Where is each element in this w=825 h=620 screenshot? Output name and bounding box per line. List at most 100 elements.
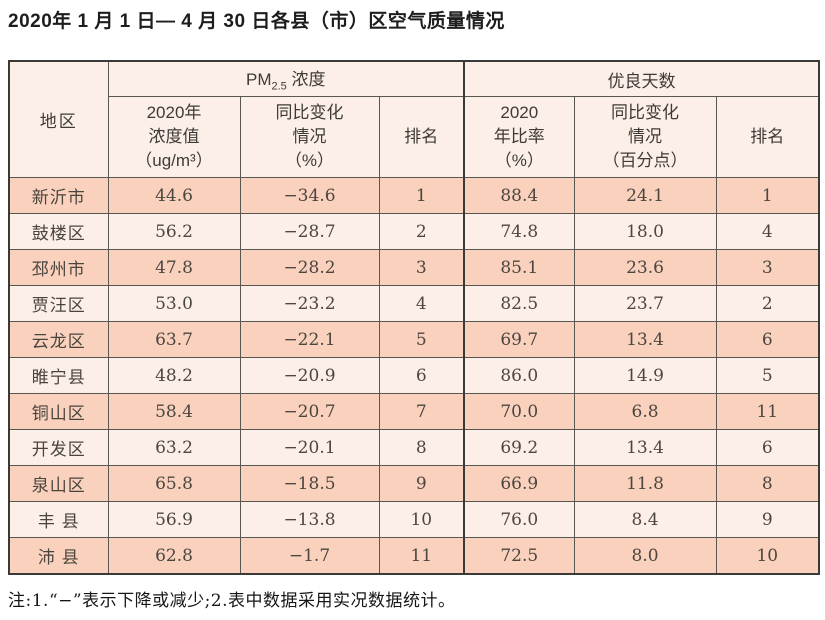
good-rate-cell: 88.4 [463,177,575,214]
good-rate-cell: 70.0 [463,393,575,430]
good-rank-cell: 8 [715,465,820,502]
column-header-region: 地区 [8,60,109,178]
good-change-cell: 13.4 [573,429,717,466]
column-header-pm-value: 2020年 浓度值 （ug/m³） [107,96,241,178]
good-rank-cell: 10 [715,537,820,575]
pm-value-cell: 48.2 [107,357,241,394]
table-row: 邳州市 47.8 −28.2 3 85.1 23.6 3 [8,249,820,286]
pm-rank-cell: 6 [378,357,465,394]
pm-change-cell: −18.5 [239,465,380,502]
region-cell: 邳州市 [8,249,109,286]
pm-rank-cell: 9 [378,465,465,502]
pm-change-cell: −34.6 [239,177,380,214]
good-rate-cell: 76.0 [463,501,575,538]
table-body: 新沂市 44.6 −34.6 1 88.4 24.1 1 鼓楼区 56.2 −2… [8,177,820,575]
good-rank-cell: 11 [715,393,820,430]
pm-value-cell: 47.8 [107,249,241,286]
table-row: 沛 县 62.8 −1.7 11 72.5 8.0 10 [8,537,820,575]
region-cell: 铜山区 [8,393,109,430]
good-rank-cell: 4 [715,213,820,250]
pm-value-cell: 58.4 [107,393,241,430]
pm-value-cell: 62.8 [107,537,241,575]
column-header-good-change: 同比变化 情况 （百分点） [573,96,717,178]
region-cell: 云龙区 [8,321,109,358]
pm-rank-cell: 4 [378,285,465,322]
good-change-cell: 24.1 [573,177,717,214]
good-change-cell: 6.8 [573,393,717,430]
table-row: 贾汪区 53.0 −23.2 4 82.5 23.7 2 [8,285,820,322]
good-rank-cell: 6 [715,429,820,466]
region-cell: 贾汪区 [8,285,109,322]
column-header-good-rate: 2020 年比率 （%） [463,96,575,178]
pm-rank-cell: 8 [378,429,465,466]
pm-change-cell: −22.1 [239,321,380,358]
pm-change-cell: −28.7 [239,213,380,250]
pm-change-cell: −20.1 [239,429,380,466]
pm-value-cell: 53.0 [107,285,241,322]
region-cell: 开发区 [8,429,109,466]
good-rate-cell: 72.5 [463,537,575,575]
pm-change-cell: −20.9 [239,357,380,394]
footnote: 注:1.“−”表示下降或减少;2.表中数据采用实况数据统计。 [8,591,456,611]
good-rank-cell: 6 [715,321,820,358]
column-header-good-rank: 排名 [715,96,820,178]
pm-rank-cell: 11 [378,537,465,575]
pm-rank-cell: 2 [378,213,465,250]
table-row: 云龙区 63.7 −22.1 5 69.7 13.4 6 [8,321,820,358]
good-rank-cell: 9 [715,501,820,538]
pm-change-cell: −1.7 [239,537,380,575]
pm-value-cell: 65.8 [107,465,241,502]
good-rate-cell: 86.0 [463,357,575,394]
column-header-pm-rank: 排名 [378,96,465,178]
region-cell: 睢宁县 [8,357,109,394]
good-rate-cell: 69.2 [463,429,575,466]
sub-header-row: 2020年 浓度值 （ug/m³） 同比变化 情况 （%） 排名 2020 年比… [9,96,820,178]
region-cell: 泉山区 [8,465,109,502]
pm-value-cell: 63.7 [107,321,241,358]
group-header-good-days: 优良天数 [463,60,820,97]
pm-change-cell: −20.7 [239,393,380,430]
pm25-label-prefix: PM [246,70,272,90]
good-rate-cell: 74.8 [463,213,575,250]
pm-rank-cell: 1 [378,177,465,214]
column-header-pm-change: 同比变化 情况 （%） [239,96,380,178]
pm-rank-cell: 10 [378,501,465,538]
good-change-cell: 23.6 [573,249,717,286]
good-rate-cell: 85.1 [463,249,575,286]
good-rate-cell: 82.5 [463,285,575,322]
region-cell: 沛 县 [8,537,109,575]
group-header-pm25: PM2.5 浓度 [107,60,465,97]
pm-rank-cell: 5 [378,321,465,358]
region-cell: 鼓楼区 [8,213,109,250]
pm-rank-cell: 7 [378,393,465,430]
table-header: 地区 PM2.5 浓度 优良天数 2020年 浓度值 （ug/m³） 同比变化 … [8,60,820,178]
table-row: 鼓楼区 56.2 −28.7 2 74.8 18.0 4 [8,213,820,250]
pm-value-cell: 63.2 [107,429,241,466]
good-rate-cell: 66.9 [463,465,575,502]
table-row: 新沂市 44.6 −34.6 1 88.4 24.1 1 [8,177,820,214]
good-rank-cell: 2 [715,285,820,322]
table-row: 睢宁县 48.2 −20.9 6 86.0 14.9 5 [8,357,820,394]
group-header-row: 地区 PM2.5 浓度 优良天数 [8,60,820,178]
table-row: 丰 县 56.9 −13.8 10 76.0 8.4 9 [8,501,820,538]
table-row: 泉山区 65.8 −18.5 9 66.9 11.8 8 [8,465,820,502]
air-quality-table: 地区 PM2.5 浓度 优良天数 2020年 浓度值 （ug/m³） 同比变化 … [8,60,821,575]
pm-value-cell: 44.6 [107,177,241,214]
good-change-cell: 13.4 [573,321,717,358]
region-cell: 新沂市 [8,177,109,214]
page-title: 2020年 1 月 1 日— 4 月 30 日各县（市）区空气质量情况 [8,11,505,32]
good-change-cell: 11.8 [573,465,717,502]
good-rank-cell: 3 [715,249,820,286]
good-change-cell: 18.0 [573,213,717,250]
good-rate-cell: 69.7 [463,321,575,358]
pm-change-cell: −13.8 [239,501,380,538]
pm-change-cell: −28.2 [239,249,380,286]
pm-value-cell: 56.9 [107,501,241,538]
pm-value-cell: 56.2 [107,213,241,250]
good-change-cell: 8.0 [573,537,717,575]
pm-change-cell: −23.2 [239,285,380,322]
good-change-cell: 14.9 [573,357,717,394]
pm-rank-cell: 3 [378,249,465,286]
pm25-subscript: 2.5 [271,80,287,93]
